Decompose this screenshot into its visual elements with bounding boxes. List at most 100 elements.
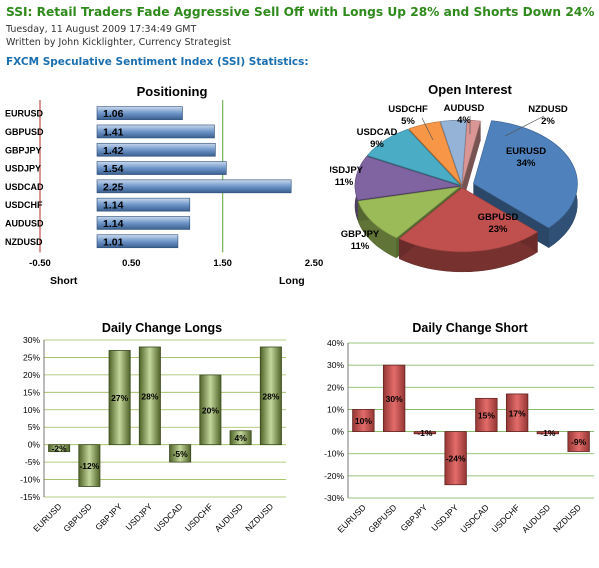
category-label-gbpjpy: GBPJPY	[398, 502, 429, 533]
pie-slice-usdchf	[408, 121, 462, 185]
pie-slice-eurusd	[473, 120, 578, 229]
pie-wall-nzdusd	[462, 121, 481, 205]
bar-nzdusd	[259, 346, 282, 446]
category-label-eurusd: EURUSD	[5, 109, 44, 119]
category-label-gbpusd: GBPUSD	[5, 127, 44, 137]
data-label-usdcad: 2.25	[103, 181, 124, 193]
longs-title: Daily Change Longs	[102, 321, 222, 335]
bar-audusd	[229, 430, 252, 446]
pie-slice-usdcad	[366, 128, 461, 186]
category-label-usdcad: USDCAD	[458, 502, 490, 534]
bar-usdcad	[169, 444, 192, 463]
bar-usdjpy	[444, 431, 467, 486]
long-label: Long	[279, 275, 305, 287]
category-label-audusd: AUDUSD	[520, 502, 552, 534]
data-label-gbpjpy: -1%	[417, 428, 433, 438]
bar-gbpjpy	[108, 350, 131, 446]
pie-label-nzdusd: NZDUSD	[528, 104, 568, 115]
x-tick-label: 1.50	[213, 258, 232, 269]
bar-audusd	[96, 216, 191, 230]
category-label-eurusd: EURUSD	[335, 502, 367, 534]
data-label-eurusd: 1.06	[103, 108, 124, 120]
bar-audusd	[536, 431, 560, 435]
bar-gbpusd	[78, 444, 101, 487]
category-label-nzdusd: NZDUSD	[5, 237, 43, 247]
x-tick-label: -0.50	[29, 258, 51, 269]
data-label-usdjpy: 1.54	[103, 163, 124, 175]
category-label-usdjpy: USDJPY	[123, 501, 154, 532]
pie-value-usdchf: 5%	[401, 116, 415, 127]
pie-slice-nzdusd	[462, 119, 481, 185]
y-tick-label: -30%	[324, 493, 344, 503]
bar-eurusd	[48, 444, 71, 453]
category-label-usdchf: USDCHF	[489, 502, 521, 534]
ssi-subtitle: FXCM Speculative Sentiment Index (SSI) S…	[6, 56, 309, 68]
y-tick-label: 0%	[332, 427, 345, 437]
open-interest-chart: Open Interest EURUSD34%GBPUSD23%GBPJPY11…	[330, 82, 578, 273]
data-label-eurusd: 10%	[355, 416, 372, 426]
y-tick-label: 25%	[23, 352, 40, 362]
data-label-usdjpy: -24%	[446, 454, 466, 464]
bar-usdcad	[475, 397, 498, 432]
y-tick-label: 30%	[327, 360, 344, 370]
pie-slice-gbpusd	[398, 187, 539, 253]
category-label-audusd: AUDUSD	[213, 501, 245, 533]
category-label-gbpusd: GBPUSD	[366, 502, 398, 534]
bar-gbpusd	[382, 364, 406, 432]
data-label-gbpusd: -12%	[79, 461, 99, 471]
bar-eurusd	[352, 409, 375, 432]
category-label-usdchf: USDCHF	[5, 200, 43, 210]
data-label-usdchf: 17%	[509, 408, 526, 418]
category-label-gbpusd: GBPUSD	[61, 501, 93, 533]
category-label-gbpjpy: GBPJPY	[93, 501, 124, 532]
data-label-audusd: 1.14	[103, 218, 124, 230]
positioning-title: Positioning	[137, 84, 208, 99]
pie-value-nzdusd: 2%	[541, 116, 555, 127]
data-label-gbpjpy: 27%	[111, 393, 128, 403]
byline: Written by John Kicklighter, Currency St…	[6, 37, 231, 48]
pie-value-audusd: 4%	[457, 115, 471, 126]
y-tick-label: 30%	[23, 335, 40, 345]
bar-usdjpy	[138, 346, 161, 446]
bar-usdcad	[96, 179, 292, 194]
category-label-eurusd: EURUSD	[31, 501, 63, 533]
data-label-usdjpy: 28%	[141, 391, 158, 401]
y-tick-label: 10%	[23, 405, 40, 415]
y-tick-label: -10%	[20, 475, 40, 485]
data-label-audusd: -1%	[540, 428, 556, 438]
pie-label-audusd: AUDUSD	[444, 103, 485, 114]
y-tick-label: 10%	[327, 404, 344, 414]
daily-change-short-chart: Daily Change Short 10% 30% -1% -24% 15% 17% -1…	[324, 321, 594, 535]
bar-gbpjpy	[413, 431, 437, 435]
pie-label-gbpjpy: GBPJPY	[341, 229, 380, 240]
positioning-chart: Positioning EURUSD GBPUSD GBPJPY USDJPY USDC…	[5, 84, 324, 287]
y-tick-label: -10%	[324, 449, 344, 459]
data-label-gbpjpy: 1.42	[103, 145, 124, 157]
bar-nzdusd	[567, 431, 590, 452]
data-label-eurusd: -2%	[52, 444, 68, 454]
x-tick-label: 2.50	[305, 258, 324, 269]
timestamp: Tuesday, 11 August 2009 17:34:49 GMT	[6, 24, 197, 35]
pie-label-usdcad: USDCAD	[357, 127, 398, 138]
short-label: Short	[50, 275, 78, 287]
data-label-usdchf: 20%	[202, 405, 219, 415]
shorts-title: Daily Change Short	[412, 321, 528, 335]
bar-usdchf	[96, 197, 191, 212]
data-label-usdcad: 15%	[478, 410, 495, 420]
pie-value-usdjpy: 11%	[335, 177, 354, 188]
category-label-usdjpy: USDJPY	[5, 164, 41, 174]
pie-value-usdcad: 9%	[370, 139, 384, 150]
data-label-gbpusd: 30%	[386, 394, 403, 404]
y-tick-label: -15%	[20, 492, 40, 502]
daily-change-longs-chart: Daily Change Longs -2% -12% 27% 28% -5% 20% 4%…	[20, 321, 286, 534]
pie-slice-audusd	[440, 119, 468, 185]
pie-value-gbpjpy: 11%	[351, 241, 370, 252]
data-label-audusd: 4%	[234, 433, 247, 443]
bar-usdjpy	[96, 161, 227, 175]
y-tick-label: -20%	[324, 471, 344, 481]
bar-usdchf	[505, 393, 529, 432]
category-label-usdcad: USDCAD	[5, 182, 44, 192]
category-label-nzdusd: NZDUSD	[243, 501, 275, 533]
data-label-gbpusd: 1.41	[103, 126, 124, 138]
open-interest-title: Open Interest	[428, 82, 512, 97]
